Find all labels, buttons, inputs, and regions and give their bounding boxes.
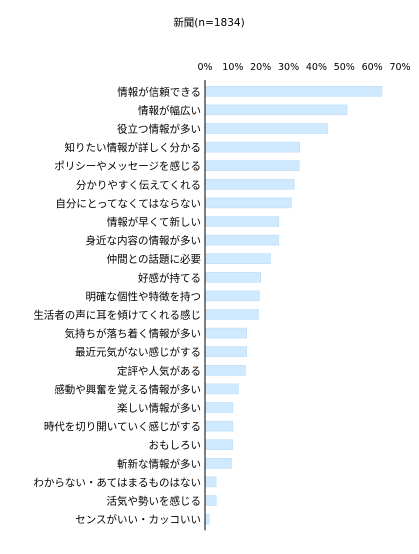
category-label: 最近元気がない感じがする <box>75 346 201 359</box>
category-label: 情報が幅広い <box>138 104 201 117</box>
bar <box>204 513 210 525</box>
bars-group <box>204 86 383 525</box>
category-label: 生活者の声に耳を傾けてくれる感じ <box>33 309 201 322</box>
category-label: 役立つ情報が多い <box>117 123 201 136</box>
bar <box>204 216 280 227</box>
bar <box>204 290 260 302</box>
bar <box>204 271 262 283</box>
bar <box>204 179 295 190</box>
category-label: おもしろい <box>149 440 202 452</box>
bar <box>204 402 234 413</box>
x-tick-label: 30% <box>278 62 299 73</box>
bar <box>204 383 239 395</box>
category-label: ポリシーやメッセージを感じる <box>54 160 201 173</box>
category-label: 分かりやすく伝えてくれる <box>76 179 201 191</box>
category-label: 好感が持てる <box>138 271 201 284</box>
chart-title: 新聞(n=1834) <box>173 16 244 29</box>
category-label: 感動や興奮を覚える情報が多い <box>54 383 201 396</box>
category-labels: 情報が信頼できる情報が幅広い役立つ情報が多い知りたい情報が詳しく分かるポリシーや… <box>33 85 201 526</box>
category-label: 定評や人気がある <box>117 364 201 377</box>
x-tick-label: 50% <box>334 62 355 73</box>
category-label: 斬新な情報が多い <box>117 457 201 470</box>
category-label: わからない・あてはまるものはない <box>33 477 201 489</box>
bar <box>204 123 328 134</box>
bar <box>204 234 280 246</box>
x-tick-label: 10% <box>222 62 243 73</box>
category-label: センスがいい・カッコいい <box>75 513 201 526</box>
x-tick-label: 60% <box>362 62 383 73</box>
category-label: 知りたい情報が詳しく分かる <box>65 141 202 154</box>
bar <box>204 327 248 339</box>
bar <box>204 346 248 358</box>
x-axis-ticks: 0% 10% 20% 30% 40% 50% 60% 70% <box>197 62 410 73</box>
category-label: 明確な個性や特徴を持つ <box>86 290 202 303</box>
x-tick-label: 40% <box>306 62 327 73</box>
bar <box>204 457 232 469</box>
bar <box>204 160 300 171</box>
category-label: 活気や勢いを感じる <box>107 495 202 508</box>
x-tick-label: 20% <box>250 62 271 73</box>
category-label: 楽しい情報が多い <box>117 402 201 415</box>
bar <box>204 104 348 116</box>
bar <box>204 476 217 488</box>
bar <box>204 309 259 320</box>
bar <box>204 141 301 153</box>
category-label: 身近な内容の情報が多い <box>86 234 202 247</box>
category-label: 情報が信頼できる <box>117 85 201 98</box>
category-label: 自分にとってなくてはならない <box>55 197 201 210</box>
bar <box>204 420 234 432</box>
category-label: 気持ちが落ち着く情報が多い <box>65 327 202 340</box>
category-label: 情報が早くて新しい <box>107 216 201 229</box>
bar <box>204 197 292 209</box>
x-tick-label: 70% <box>389 62 410 73</box>
bar <box>204 495 217 506</box>
bar <box>204 86 383 97</box>
x-tick-label: 0% <box>197 62 212 73</box>
category-label: 仲間との話題に必要 <box>107 253 201 266</box>
bar <box>204 439 234 451</box>
bar <box>204 364 246 376</box>
category-label: 時代を切り開いていく感じがする <box>44 420 201 433</box>
bar <box>204 253 271 264</box>
